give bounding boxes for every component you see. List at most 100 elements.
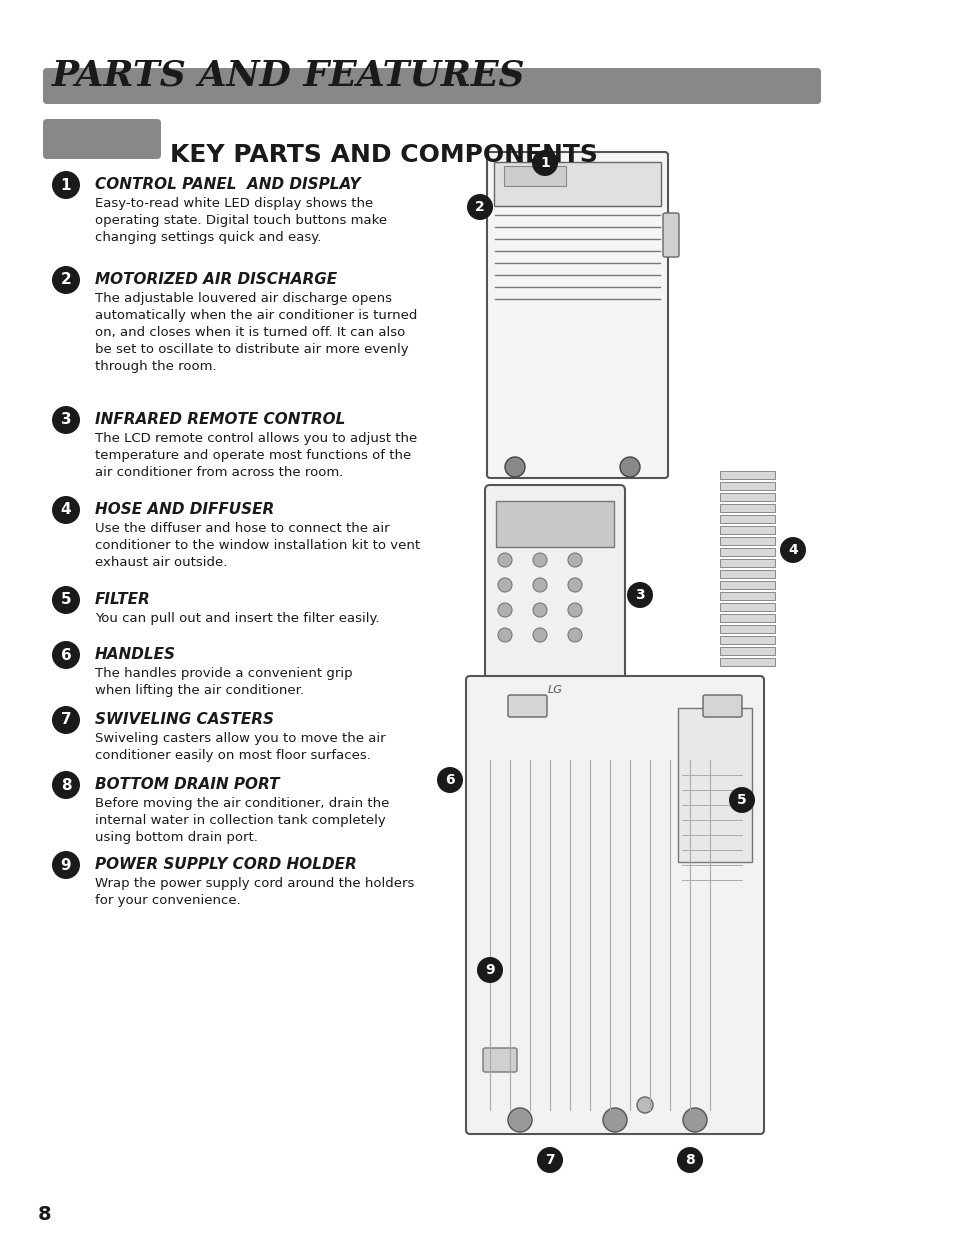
Text: Before moving the air conditioner, drain the
internal water in collection tank c: Before moving the air conditioner, drain… xyxy=(95,797,389,844)
Circle shape xyxy=(436,767,462,793)
Text: Swiveling casters allow you to move the air
conditioner easily on most floor sur: Swiveling casters allow you to move the … xyxy=(95,732,385,762)
FancyBboxPatch shape xyxy=(482,1049,517,1072)
Circle shape xyxy=(619,457,639,477)
Circle shape xyxy=(682,1108,706,1132)
FancyBboxPatch shape xyxy=(720,548,774,556)
FancyBboxPatch shape xyxy=(465,676,763,1134)
Text: MOTORIZED AIR DISCHARGE: MOTORIZED AIR DISCHARGE xyxy=(95,272,336,287)
Text: BOTTOM DRAIN PORT: BOTTOM DRAIN PORT xyxy=(95,777,279,792)
Text: The handles provide a convenient grip
when lifting the air conditioner.: The handles provide a convenient grip wh… xyxy=(95,667,353,697)
FancyBboxPatch shape xyxy=(720,515,774,522)
Circle shape xyxy=(567,578,581,592)
Circle shape xyxy=(567,629,581,642)
Circle shape xyxy=(497,603,512,618)
Text: POWER SUPPLY CORD HOLDER: POWER SUPPLY CORD HOLDER xyxy=(95,857,356,872)
FancyBboxPatch shape xyxy=(720,592,774,600)
FancyBboxPatch shape xyxy=(720,526,774,534)
FancyBboxPatch shape xyxy=(720,493,774,501)
Text: PARTS AND FEATURES: PARTS AND FEATURES xyxy=(52,58,525,91)
Circle shape xyxy=(467,194,493,220)
Text: The adjustable louvered air discharge opens
automatically when the air condition: The adjustable louvered air discharge op… xyxy=(95,291,417,373)
FancyBboxPatch shape xyxy=(496,501,614,547)
FancyBboxPatch shape xyxy=(486,152,667,478)
Text: Wrap the power supply cord around the holders
for your convenience.: Wrap the power supply cord around the ho… xyxy=(95,877,414,906)
Text: CONTROL PANEL  AND DISPLAY: CONTROL PANEL AND DISPLAY xyxy=(95,177,360,191)
Circle shape xyxy=(52,771,80,799)
FancyBboxPatch shape xyxy=(720,625,774,634)
Circle shape xyxy=(52,585,80,614)
FancyBboxPatch shape xyxy=(720,580,774,589)
Circle shape xyxy=(677,1147,702,1173)
Circle shape xyxy=(567,553,581,567)
Text: 7: 7 xyxy=(544,1153,555,1167)
Text: 9: 9 xyxy=(485,963,495,977)
Circle shape xyxy=(497,553,512,567)
Circle shape xyxy=(52,496,80,524)
Circle shape xyxy=(52,406,80,433)
FancyBboxPatch shape xyxy=(720,614,774,622)
Circle shape xyxy=(52,851,80,879)
Text: 2: 2 xyxy=(475,200,484,214)
Circle shape xyxy=(52,170,80,199)
Text: The LCD remote control allows you to adjust the
temperature and operate most fun: The LCD remote control allows you to adj… xyxy=(95,432,416,479)
Text: 6: 6 xyxy=(445,773,455,787)
Text: Easy-to-read white LED display shows the
operating state. Digital touch buttons : Easy-to-read white LED display shows the… xyxy=(95,198,387,245)
Circle shape xyxy=(476,957,502,983)
Text: 4: 4 xyxy=(787,543,797,557)
Circle shape xyxy=(507,1108,532,1132)
Circle shape xyxy=(533,603,546,618)
Text: 6: 6 xyxy=(61,647,71,662)
Text: HOSE AND DIFFUSER: HOSE AND DIFFUSER xyxy=(95,501,274,517)
FancyBboxPatch shape xyxy=(720,559,774,567)
Text: HANDLES: HANDLES xyxy=(95,647,175,662)
Text: 8: 8 xyxy=(684,1153,694,1167)
FancyBboxPatch shape xyxy=(720,471,774,479)
Circle shape xyxy=(52,706,80,734)
Text: FILTER: FILTER xyxy=(95,592,151,606)
FancyBboxPatch shape xyxy=(662,212,679,257)
Circle shape xyxy=(52,641,80,669)
Circle shape xyxy=(532,149,558,177)
FancyBboxPatch shape xyxy=(720,603,774,611)
Text: 8: 8 xyxy=(38,1205,51,1224)
FancyBboxPatch shape xyxy=(503,165,565,186)
Circle shape xyxy=(537,1147,562,1173)
FancyBboxPatch shape xyxy=(43,119,161,159)
Text: KEY PARTS AND COMPONENTS: KEY PARTS AND COMPONENTS xyxy=(170,143,598,167)
Text: You can pull out and insert the filter easily.: You can pull out and insert the filter e… xyxy=(95,613,379,625)
Text: 5: 5 xyxy=(61,593,71,608)
Circle shape xyxy=(533,578,546,592)
FancyBboxPatch shape xyxy=(43,68,821,104)
FancyBboxPatch shape xyxy=(494,162,660,206)
Circle shape xyxy=(533,553,546,567)
Circle shape xyxy=(637,1097,652,1113)
Text: 4: 4 xyxy=(61,503,71,517)
Circle shape xyxy=(497,578,512,592)
Text: LG: LG xyxy=(547,685,562,695)
Text: 5: 5 xyxy=(737,793,746,806)
FancyBboxPatch shape xyxy=(720,658,774,666)
Circle shape xyxy=(533,629,546,642)
FancyBboxPatch shape xyxy=(702,695,741,718)
Text: 2: 2 xyxy=(61,273,71,288)
Circle shape xyxy=(602,1108,626,1132)
Text: 1: 1 xyxy=(539,156,549,170)
Text: SWIVELING CASTERS: SWIVELING CASTERS xyxy=(95,713,274,727)
FancyBboxPatch shape xyxy=(720,504,774,513)
FancyBboxPatch shape xyxy=(720,571,774,578)
Text: 3: 3 xyxy=(635,588,644,601)
Text: 8: 8 xyxy=(61,778,71,793)
Circle shape xyxy=(728,787,754,813)
FancyBboxPatch shape xyxy=(507,695,546,718)
Circle shape xyxy=(504,457,524,477)
Text: 7: 7 xyxy=(61,713,71,727)
Circle shape xyxy=(52,266,80,294)
Text: 3: 3 xyxy=(61,412,71,427)
FancyBboxPatch shape xyxy=(678,708,751,862)
FancyBboxPatch shape xyxy=(720,647,774,655)
Circle shape xyxy=(780,537,805,563)
Text: INFRARED REMOTE CONTROL: INFRARED REMOTE CONTROL xyxy=(95,412,345,427)
Text: 1: 1 xyxy=(61,178,71,193)
Circle shape xyxy=(626,582,652,608)
FancyBboxPatch shape xyxy=(484,485,624,705)
